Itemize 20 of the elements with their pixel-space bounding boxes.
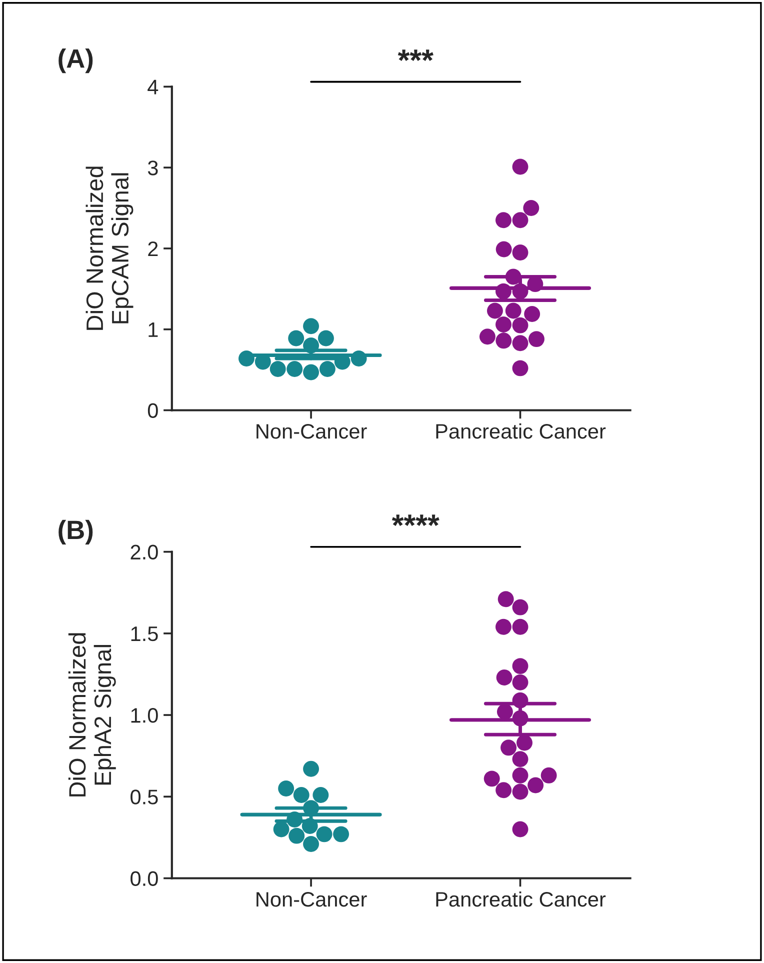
y-tick-label: 0	[148, 403, 158, 418]
y-tick-label: 4	[148, 80, 158, 94]
chart-title: (B)	[58, 520, 93, 545]
x-tick-label: Non-Cancer	[256, 424, 367, 439]
text: ****	[392, 514, 440, 526]
text: ***	[398, 50, 434, 61]
y-tick-label: 2.0	[130, 544, 158, 560]
y-tick-label: 1	[148, 322, 158, 337]
y-tick-label: 2	[148, 241, 158, 256]
chart-title: (A)	[58, 48, 93, 74]
y-tick-label: 0.5	[130, 790, 158, 804]
x-tick-label: Non-Cancer	[256, 892, 367, 907]
y-tick-label: 0.0	[130, 871, 158, 886]
y-tick-label: 1.0	[131, 708, 158, 723]
x-tick-label: Pancreatic Cancer	[436, 891, 606, 907]
y-tick-label: 3	[148, 160, 158, 176]
y-axis-title: DiO Normalized EpCAM Signal	[86, 166, 134, 330]
y-axis-title: DiO Normalized EphA2 Signal	[68, 633, 116, 796]
y-tick-label: 1.5	[131, 626, 158, 642]
x-tick-label: Pancreatic Cancer	[436, 423, 606, 439]
